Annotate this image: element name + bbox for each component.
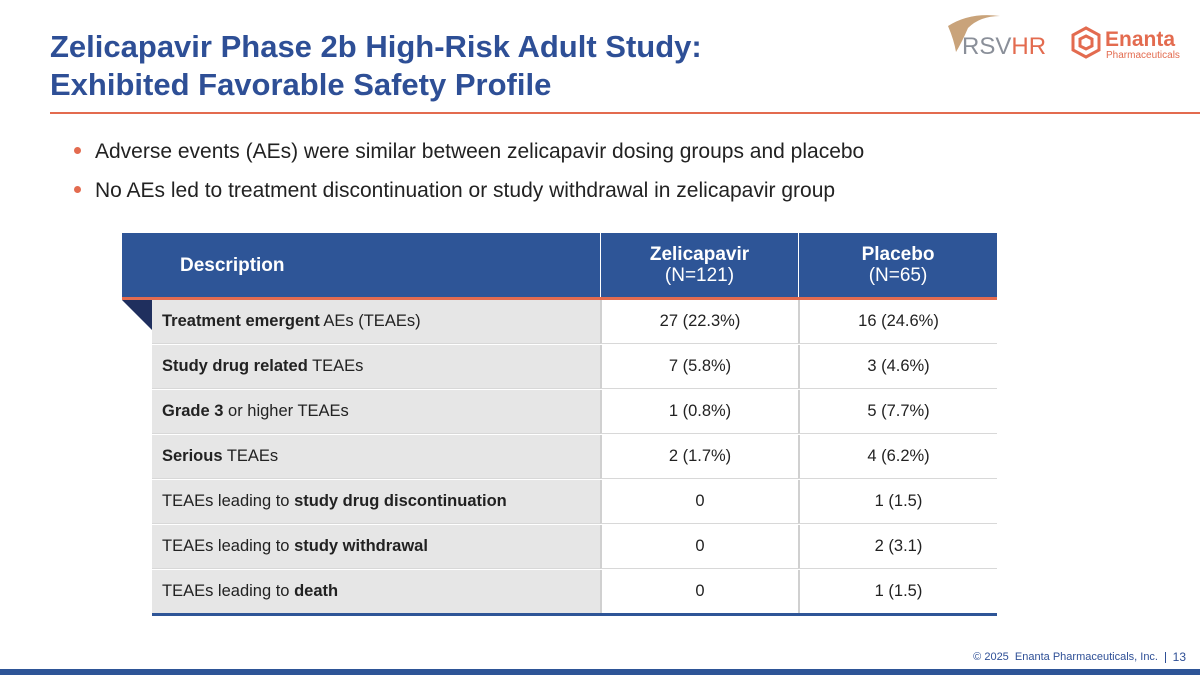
value-cell: 16 (24.6%) xyxy=(798,300,997,344)
value-cell: 5 (7.7%) xyxy=(798,390,997,434)
header-label: Description xyxy=(180,254,285,276)
value-cell: 1 (0.8%) xyxy=(600,390,798,434)
row-description: TEAEs leading to death xyxy=(152,570,600,614)
logo-rsv: RSV xyxy=(962,33,1011,60)
slide-title: Zelicapavir Phase 2b High-Risk Adult Stu… xyxy=(50,28,702,104)
safety-table: Description Zelicapavir (N=121) Placebo (N=6… xyxy=(122,233,997,616)
description-part: Treatment emergent xyxy=(162,312,320,330)
row-description: TEAEs leading to study withdrawal xyxy=(152,525,600,569)
title-rule xyxy=(50,112,1200,114)
value-cell: 0 xyxy=(600,570,798,614)
value-cell: 1 (1.5) xyxy=(798,480,997,524)
value-cell: 4 (6.2%) xyxy=(798,435,997,479)
header-label: Zelicapavir xyxy=(649,244,750,265)
footer-separator xyxy=(1165,652,1166,663)
description-part: AEs (TEAEs) xyxy=(319,312,421,330)
description-part: TEAEs leading to xyxy=(162,492,295,510)
row-description: Serious TEAEs xyxy=(152,435,600,479)
logo-sub: Pharmaceuticals xyxy=(1106,50,1180,61)
description-part: TEAEs xyxy=(222,447,279,465)
page-number: 13 xyxy=(1172,650,1186,664)
value-cell: 0 xyxy=(600,525,798,569)
bullet-text: No AEs led to treatment discontinuation … xyxy=(95,179,836,202)
triangle xyxy=(122,300,152,330)
description-part: TEAEs xyxy=(307,357,364,375)
enanta-logo: Enanta Pharmaceuticals xyxy=(1071,26,1180,61)
header-sub: (N=121) xyxy=(664,265,735,286)
description-part: TEAEs leading to xyxy=(162,582,295,600)
title-line: Exhibited Favorable Safety Profile xyxy=(50,67,552,102)
logo-icon xyxy=(1071,26,1101,59)
header-cell: Description xyxy=(122,233,600,297)
row-description: Study drug related TEAEs xyxy=(152,345,600,389)
value-cell: 0 xyxy=(600,480,798,524)
bullet-dot xyxy=(74,147,81,154)
header-label: Placebo xyxy=(861,244,935,265)
header-cell: Zelicapavir (N=121) xyxy=(601,233,798,297)
header-cell: Placebo (N=65) xyxy=(799,233,997,297)
description-part: Study drug related xyxy=(162,357,308,375)
value-cell: 2 (3.1) xyxy=(798,525,997,569)
row-description: TEAEs leading to study drug discontinuat… xyxy=(152,480,600,524)
description-part: or higher TEAEs xyxy=(223,402,349,420)
bullet-dot xyxy=(74,186,81,193)
logo-swoosh xyxy=(948,15,1000,52)
logo-text: RSVHR xyxy=(962,33,1046,60)
row-description: Treatment emergent AEs (TEAEs) xyxy=(152,300,600,344)
value-cell: 3 (4.6%) xyxy=(798,345,997,389)
logo-name: Enanta xyxy=(1105,28,1175,51)
description-part: TEAEs leading to xyxy=(162,537,295,555)
logo-hr: HR xyxy=(1011,33,1046,60)
description-part: death xyxy=(294,582,339,600)
value-cell: 7 (5.8%) xyxy=(600,345,798,389)
description-part: Grade 3 xyxy=(162,402,224,420)
bottom-band xyxy=(0,669,1200,675)
header-sub: (N=65) xyxy=(868,265,928,286)
header-rule xyxy=(122,297,997,300)
title-line: Zelicapavir Phase 2b High-Risk Adult Stu… xyxy=(50,29,702,64)
footer-copyright: © 2025 Enanta Pharmaceuticals, Inc. xyxy=(973,651,1158,663)
rsvhr-logo: RSVHR xyxy=(948,15,1046,60)
value-cell: 27 (22.3%) xyxy=(600,300,798,344)
value-cell: 2 (1.7%) xyxy=(600,435,798,479)
description-part: Serious xyxy=(162,447,223,465)
description-part: study drug discontinuation xyxy=(294,492,507,510)
description-part: study withdrawal xyxy=(294,537,428,555)
corner-triangle xyxy=(122,300,152,330)
table-bottom-rule xyxy=(152,613,997,616)
bullet-text: Adverse events (AEs) were similar betwee… xyxy=(95,140,865,163)
row-description: Grade 3 or higher TEAEs xyxy=(152,390,600,434)
value-cell: 1 (1.5) xyxy=(798,570,997,614)
